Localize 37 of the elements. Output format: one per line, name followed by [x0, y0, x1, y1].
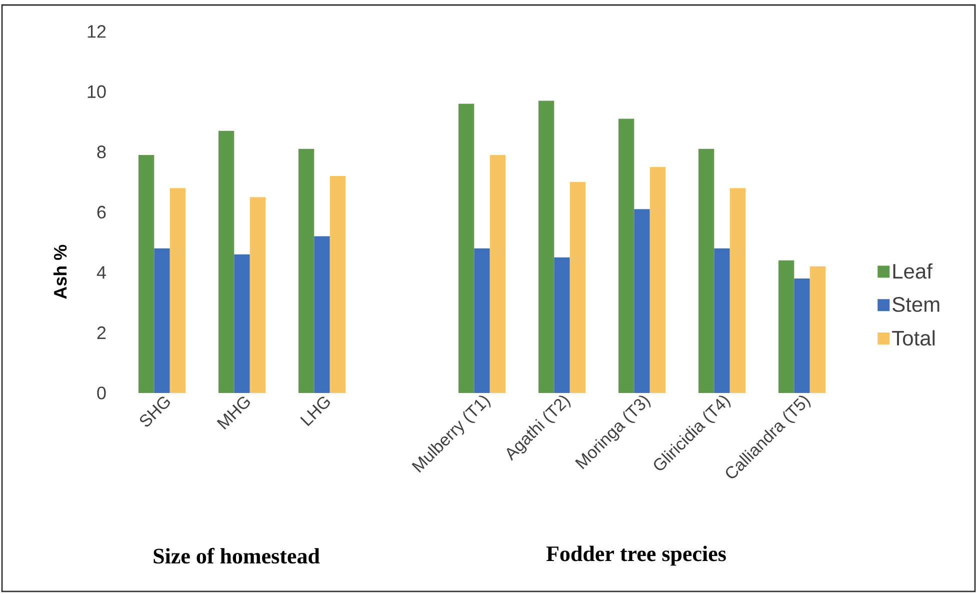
bar	[138, 154, 154, 393]
text: Fodder tree species	[546, 546, 726, 566]
y-tick-label: 6	[97, 206, 106, 219]
bar	[154, 248, 170, 393]
legend-label: Stem	[892, 297, 940, 312]
bar	[458, 104, 474, 393]
bar	[250, 197, 266, 393]
y-axis-title: Ash %	[53, 244, 67, 299]
bar	[714, 248, 730, 393]
bar	[234, 254, 250, 393]
legend-label: Total	[892, 330, 935, 346]
bar	[618, 118, 634, 393]
bar	[490, 154, 506, 393]
text: Size of homestead	[154, 548, 320, 564]
y-tick-label: 10	[88, 85, 106, 98]
bar	[810, 266, 826, 393]
bar	[698, 148, 714, 393]
bar	[218, 130, 234, 393]
bar	[554, 257, 570, 393]
legend-label: Leaf	[893, 263, 932, 279]
bar	[650, 166, 666, 393]
bar	[170, 188, 186, 393]
bar	[298, 148, 314, 393]
bar	[474, 248, 490, 393]
y-tick-label: 4	[96, 266, 106, 279]
y-tick-label: 12	[88, 25, 106, 38]
bar	[634, 209, 650, 393]
bar	[314, 236, 330, 393]
y-tick-label: 0	[97, 386, 106, 400]
bar	[570, 182, 586, 393]
bar	[730, 188, 746, 393]
bar	[778, 260, 794, 393]
bar	[794, 278, 810, 393]
bar	[330, 176, 346, 393]
bar	[538, 100, 554, 393]
y-tick-label: 2	[97, 326, 106, 340]
y-tick-label: 8	[97, 146, 106, 158]
